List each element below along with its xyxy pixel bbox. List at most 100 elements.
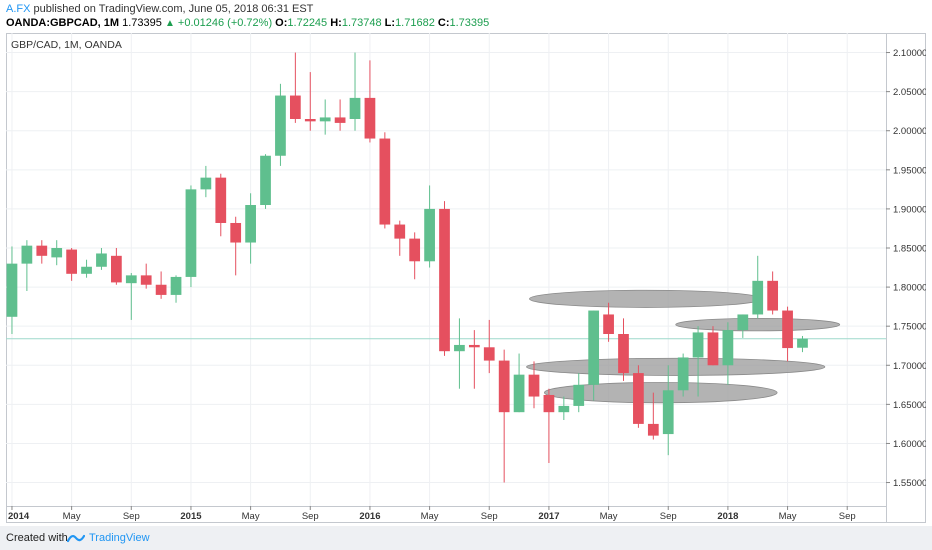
candle-2016-01[interactable]	[364, 60, 376, 143]
candle-2014-08[interactable]	[111, 248, 122, 285]
candle-body[interactable]	[170, 276, 182, 295]
candle-2015-09[interactable]	[304, 72, 316, 131]
candle-body[interactable]	[230, 222, 242, 243]
candle-2017-05[interactable]	[603, 302, 614, 342]
candle-body[interactable]	[573, 384, 585, 406]
candle-2017-04[interactable]	[588, 310, 600, 401]
candle-2014-03[interactable]	[36, 240, 48, 264]
candle-body[interactable]	[319, 117, 331, 122]
candle-body[interactable]	[289, 95, 301, 119]
candle-body[interactable]	[424, 208, 435, 262]
candle-body[interactable]	[111, 255, 122, 283]
candle-body[interactable]	[21, 245, 33, 264]
candle-2017-10[interactable]	[677, 353, 689, 397]
candle-body[interactable]	[782, 310, 793, 349]
candle-2016-06[interactable]	[439, 201, 450, 356]
author-link[interactable]: A.FX	[6, 3, 31, 15]
candle-2015-04[interactable]	[230, 216, 242, 276]
candle-2014-12[interactable]	[170, 275, 182, 303]
candle-body[interactable]	[245, 205, 256, 243]
candle-body[interactable]	[81, 266, 92, 274]
candlestick-chart[interactable]: 1.55000 1.60000 1.65000 1.70000 1.75000 1.800…	[6, 33, 926, 523]
tradingview-brand-link[interactable]: TradingView	[89, 532, 150, 544]
candle-2014-10[interactable]	[140, 263, 152, 289]
candle-body[interactable]	[260, 155, 271, 205]
candle-body[interactable]	[767, 280, 779, 311]
candle-body[interactable]	[6, 263, 18, 317]
candle-body[interactable]	[409, 238, 421, 262]
candle-body[interactable]	[51, 248, 63, 258]
candle-2018-06[interactable]	[797, 335, 808, 353]
candle-2015-12[interactable]	[349, 52, 361, 131]
candle-body[interactable]	[558, 405, 570, 413]
candle-2016-12[interactable]	[528, 361, 540, 409]
candle-2016-02[interactable]	[379, 132, 391, 229]
candle-2014-11[interactable]	[155, 271, 167, 299]
candle-2016-09[interactable]	[483, 319, 495, 374]
candle-2018-04[interactable]	[767, 271, 779, 315]
candle-2016-10[interactable]	[498, 349, 510, 483]
candle-2015-11[interactable]	[334, 99, 346, 131]
candle-2016-04[interactable]	[409, 232, 421, 280]
candle-2015-03[interactable]	[215, 173, 227, 237]
candle-body[interactable]	[618, 334, 629, 374]
candle-body[interactable]	[543, 394, 555, 413]
candle-2015-06[interactable]	[260, 154, 271, 209]
candle-2017-09[interactable]	[662, 365, 674, 456]
candle-body[interactable]	[722, 330, 734, 366]
candle-body[interactable]	[662, 390, 674, 435]
candle-body[interactable]	[483, 347, 495, 361]
candle-body[interactable]	[588, 310, 600, 385]
candle-body[interactable]	[275, 95, 286, 156]
candle-body[interactable]	[155, 284, 167, 295]
candle-2015-10[interactable]	[319, 99, 331, 135]
candle-2014-06[interactable]	[81, 259, 92, 278]
candle-2017-08[interactable]	[647, 392, 659, 440]
candle-2017-06[interactable]	[618, 318, 629, 381]
candle-body[interactable]	[96, 253, 107, 267]
candle-body[interactable]	[349, 97, 361, 119]
candle-body[interactable]	[633, 373, 644, 424]
candle-body[interactable]	[603, 314, 614, 334]
candle-body[interactable]	[454, 344, 465, 352]
candle-body[interactable]	[439, 208, 450, 352]
candle-body[interactable]	[528, 374, 540, 397]
candle-2014-01[interactable]	[6, 246, 18, 334]
candle-2015-08[interactable]	[289, 52, 301, 123]
candle-body[interactable]	[185, 189, 197, 277]
candle-2015-02[interactable]	[200, 165, 212, 198]
candle-body[interactable]	[692, 332, 704, 358]
candle-body[interactable]	[36, 245, 48, 256]
time-axis[interactable]: 2014 May Sep 2015 May Sep 2016 May Sep 2017 May Sep…	[8, 506, 856, 522]
candle-2016-05[interactable]	[424, 185, 435, 268]
candle-body[interactable]	[737, 314, 749, 331]
candle-2017-11[interactable]	[692, 326, 704, 397]
candle-body[interactable]	[468, 344, 480, 348]
candle-body[interactable]	[498, 360, 510, 413]
candle-body[interactable]	[200, 177, 212, 190]
candle-2014-02[interactable]	[21, 240, 33, 291]
candle-2018-01[interactable]	[722, 322, 734, 385]
candle-2016-11[interactable]	[513, 353, 525, 413]
candle-body[interactable]	[752, 280, 764, 315]
candle-2017-03[interactable]	[573, 373, 585, 413]
candle-2017-02[interactable]	[558, 396, 570, 420]
candle-2015-07[interactable]	[275, 83, 286, 166]
candle-body[interactable]	[647, 423, 659, 436]
candle-2018-03[interactable]	[752, 255, 764, 319]
candle-2016-07[interactable]	[454, 318, 465, 389]
candle-body[interactable]	[140, 275, 152, 285]
candle-body[interactable]	[513, 374, 525, 413]
candle-2015-01[interactable]	[185, 185, 197, 288]
candle-2014-07[interactable]	[96, 248, 107, 270]
candle-body[interactable]	[304, 119, 316, 122]
candle-2014-09[interactable]	[125, 273, 137, 320]
candle-2014-04[interactable]	[51, 240, 63, 266]
candle-body[interactable]	[797, 338, 808, 348]
candle-2016-03[interactable]	[394, 220, 406, 256]
candles[interactable]	[6, 52, 808, 483]
candle-body[interactable]	[677, 357, 689, 391]
candle-body[interactable]	[707, 332, 719, 366]
candle-2015-05[interactable]	[245, 193, 256, 264]
candle-body[interactable]	[215, 177, 227, 223]
